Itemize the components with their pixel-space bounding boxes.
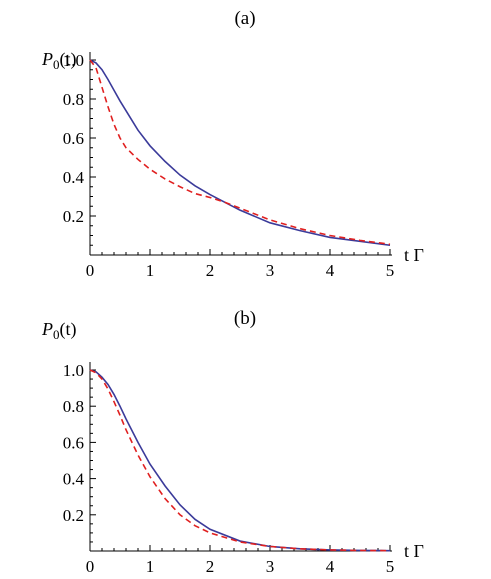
y-axis-label-argument: (t) <box>60 49 77 70</box>
x-tick-label: 5 <box>386 557 395 576</box>
solid-blue-curve <box>89 369 391 552</box>
chart-title: (b) <box>234 308 256 329</box>
chart-panel-b: (b)0 1 2 3 4 50.20.40.60.81.0P0(t)t Γ <box>41 308 424 576</box>
y-axis-label-argument: (t) <box>60 319 77 340</box>
x-tick-label: 1 <box>146 261 155 280</box>
y-axis-label-symbol: P <box>41 49 53 69</box>
x-tick-label: 0 <box>86 557 95 576</box>
y-tick-label: 0.6 <box>63 129 84 148</box>
y-tick-label: 0.2 <box>63 207 84 226</box>
chart-panel-a: (a)0 1 2 3 4 50.20.40.60.81.0P0(t)t Γ <box>41 8 424 280</box>
x-tick-label: 0 <box>86 261 95 280</box>
y-axis-label: P0(t) <box>41 319 77 342</box>
chart-title: (a) <box>234 8 255 29</box>
y-tick-label: 0.8 <box>63 397 84 416</box>
y-tick-label: 0.4 <box>63 168 85 187</box>
y-tick-label: 0.4 <box>63 470 85 489</box>
y-tick-label: 0.6 <box>63 433 84 452</box>
y-axis-label: P0(t) <box>41 49 77 72</box>
y-axis-label-subscript: 0 <box>53 327 60 342</box>
x-tick-label: 2 <box>206 557 215 576</box>
y-axis-label-symbol: P <box>41 319 53 339</box>
y-tick-label: 1.0 <box>63 361 84 380</box>
x-tick-label: 5 <box>386 261 395 280</box>
x-axis-label: t Γ <box>404 541 424 561</box>
x-tick-label: 2 <box>206 261 215 280</box>
dashed-red-curve <box>89 59 391 246</box>
dashed-red-curve <box>89 369 391 552</box>
x-tick-label: 1 <box>146 557 155 576</box>
y-tick-label: 0.8 <box>63 90 84 109</box>
x-axis-label: t Γ <box>404 245 424 265</box>
x-tick-label: 3 <box>266 261 275 280</box>
y-tick-label: 0.2 <box>63 506 84 525</box>
x-tick-label: 4 <box>326 261 335 280</box>
y-tick-label: 1.0 <box>63 51 84 70</box>
x-tick-label: 3 <box>266 557 275 576</box>
y-axis-label-subscript: 0 <box>53 57 60 72</box>
x-tick-label: 4 <box>326 557 335 576</box>
solid-blue-curve <box>89 59 391 247</box>
